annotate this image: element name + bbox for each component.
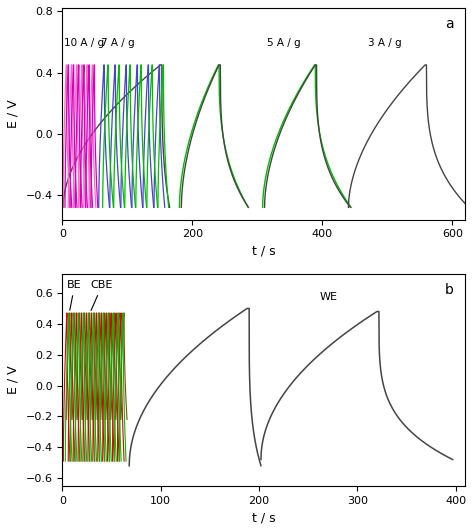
Text: 10 A / g: 10 A / g	[64, 38, 104, 48]
Text: b: b	[445, 283, 453, 297]
X-axis label: t / s: t / s	[252, 511, 276, 524]
Text: BE: BE	[67, 280, 82, 290]
Text: 7 A / g: 7 A / g	[101, 38, 135, 48]
Text: a: a	[445, 16, 453, 31]
Text: 5 A / g: 5 A / g	[267, 38, 301, 48]
Text: CBE: CBE	[90, 280, 112, 290]
X-axis label: t / s: t / s	[252, 245, 276, 258]
Y-axis label: E / V: E / V	[7, 100, 20, 128]
Y-axis label: E / V: E / V	[7, 366, 20, 395]
Text: WE: WE	[320, 292, 338, 302]
Text: 3 A / g: 3 A / g	[368, 38, 401, 48]
